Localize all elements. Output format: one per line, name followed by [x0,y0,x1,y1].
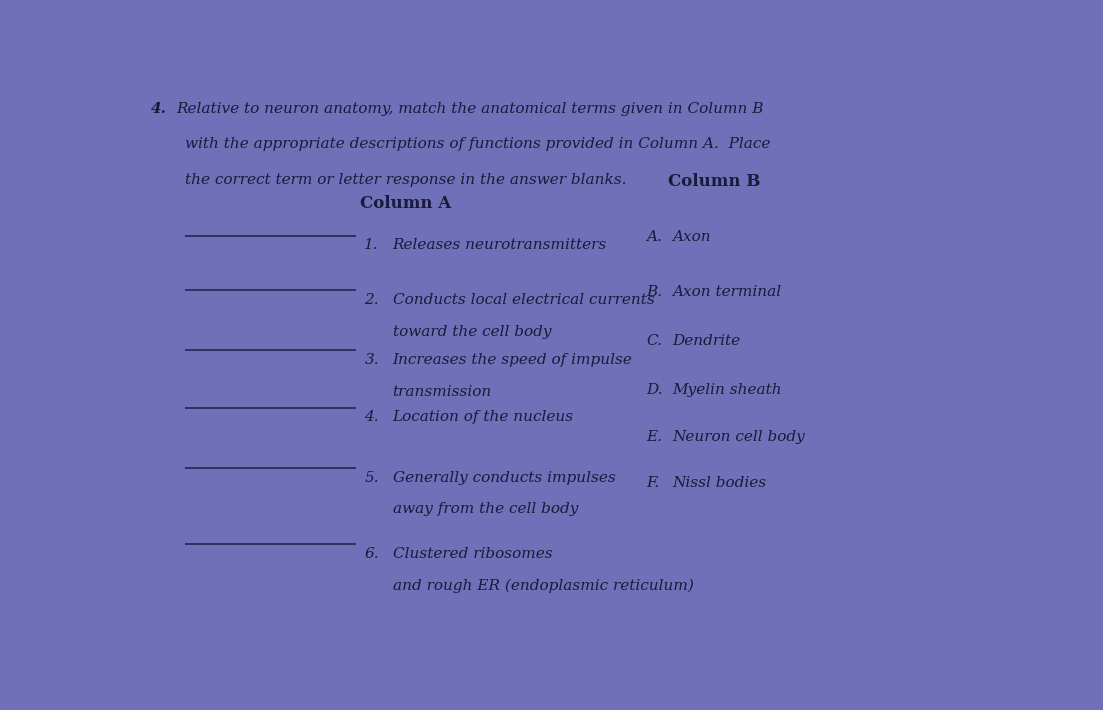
Text: Axon terminal: Axon terminal [672,285,781,299]
Text: Myelin sheath: Myelin sheath [672,383,782,397]
Text: Releases neurotransmitters: Releases neurotransmitters [393,239,607,252]
Text: Location of the nucleus: Location of the nucleus [393,410,574,425]
Text: toward the cell body: toward the cell body [393,324,552,339]
Text: transmission: transmission [393,385,492,399]
Text: Neuron cell body: Neuron cell body [672,430,805,444]
Text: 4.: 4. [151,102,167,116]
Text: D.: D. [646,383,663,397]
Text: 6.: 6. [364,547,379,561]
Text: and rough ER (endoplasmic reticulum): and rough ER (endoplasmic reticulum) [393,579,694,594]
Text: Axon: Axon [672,230,710,244]
Text: Relative to neuron anatomy, match the anatomical terms given in Column B: Relative to neuron anatomy, match the an… [176,102,764,116]
Text: Increases the speed of impulse: Increases the speed of impulse [393,353,632,367]
Text: 1.: 1. [364,239,379,252]
Text: with the appropriate descriptions of functions provided in Column A.  Place: with the appropriate descriptions of fun… [185,137,770,151]
Text: Conducts local electrical currents: Conducts local electrical currents [393,293,654,307]
Text: 2.: 2. [364,293,379,307]
Text: 5.: 5. [364,471,379,485]
Text: F.: F. [646,476,660,490]
Text: away from the cell body: away from the cell body [393,503,578,516]
Text: A.: A. [646,230,663,244]
Text: C.: C. [646,334,663,348]
Text: 4.: 4. [364,410,379,425]
Text: Generally conducts impulses: Generally conducts impulses [393,471,615,485]
Text: E.: E. [646,430,663,444]
Text: Clustered ribosomes: Clustered ribosomes [393,547,553,561]
Text: Nissl bodies: Nissl bodies [672,476,767,490]
Text: B.: B. [646,285,663,299]
Text: Column B: Column B [667,173,760,190]
Text: 3.: 3. [364,353,379,367]
Text: Column A: Column A [360,195,451,212]
Text: Dendrite: Dendrite [672,334,740,348]
Text: the correct term or letter response in the answer blanks.: the correct term or letter response in t… [185,173,627,187]
